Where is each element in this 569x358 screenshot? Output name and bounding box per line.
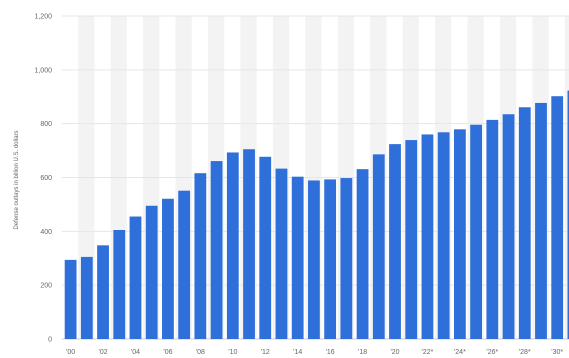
y-tick-label: 400 xyxy=(40,229,52,236)
x-tick-label: '16 xyxy=(326,349,335,356)
bar-2002[interactable] xyxy=(97,245,109,339)
bar-2001[interactable] xyxy=(80,256,93,339)
x-tick-label: '28* xyxy=(519,349,531,356)
bar-2005[interactable] xyxy=(145,205,158,339)
bar-2019[interactable] xyxy=(372,154,385,339)
bar-2024[interactable] xyxy=(453,129,466,339)
y-tick-label: 200 xyxy=(40,283,52,290)
y-axis-label: Defense outlays in billion U.S. dollars xyxy=(14,130,20,229)
bar-2028[interactable] xyxy=(518,107,531,339)
bar-2026[interactable] xyxy=(486,119,499,339)
x-tick-label: '00 xyxy=(66,349,75,356)
bar-2011[interactable] xyxy=(243,149,255,339)
bar-2007[interactable] xyxy=(178,190,191,339)
bar-2030[interactable] xyxy=(551,96,564,339)
bar-2027[interactable] xyxy=(502,114,515,339)
x-tick-label: '06 xyxy=(163,349,172,356)
bar-2009[interactable] xyxy=(210,161,223,339)
bar-2029[interactable] xyxy=(535,102,547,340)
y-tick-label: 1,200 xyxy=(34,14,52,21)
bar-2008[interactable] xyxy=(194,173,207,339)
bar-2022[interactable] xyxy=(421,134,434,339)
bar-2006[interactable] xyxy=(162,198,174,339)
bar-2017[interactable] xyxy=(340,178,353,339)
bar-2003[interactable] xyxy=(113,229,126,339)
bar-2031[interactable] xyxy=(567,90,569,339)
y-tick-label: 0 xyxy=(48,337,52,344)
x-tick-label: '24* xyxy=(454,349,466,356)
bar-2000[interactable] xyxy=(64,259,77,339)
bar-2025[interactable] xyxy=(470,124,483,339)
x-tick-label: '26* xyxy=(486,349,498,356)
bar-2004[interactable] xyxy=(129,216,142,339)
x-tick-label: '14 xyxy=(293,349,302,356)
y-tick-label: 1,000 xyxy=(34,67,52,74)
bar-2014[interactable] xyxy=(291,176,304,339)
x-tick-label: '08 xyxy=(196,349,205,356)
bar-2013[interactable] xyxy=(275,168,288,339)
bar-2012[interactable] xyxy=(259,156,272,339)
x-axis-ticks: '00 '02 '04 '06 '08 '10 '12 '14 '16 '18 '20 '22* '24… xyxy=(66,349,563,356)
bar-2018[interactable] xyxy=(356,169,369,339)
bar-2020[interactable] xyxy=(389,144,401,339)
bar-2021[interactable] xyxy=(405,140,418,339)
x-tick-label: '22* xyxy=(422,349,434,356)
bars xyxy=(64,90,569,340)
bar-2023[interactable] xyxy=(437,132,450,339)
y-tick-label: 600 xyxy=(40,175,52,182)
y-axis-ticks: 0 200 400 600 800 1,000 1,200 xyxy=(34,14,52,344)
x-tick-label: '12 xyxy=(261,349,270,356)
x-tick-label: '18 xyxy=(358,349,367,356)
bar-2016[interactable] xyxy=(324,179,337,339)
x-tick-label: '04 xyxy=(131,349,140,356)
x-tick-label: '20 xyxy=(390,349,399,356)
x-tick-label: '10 xyxy=(228,349,237,356)
bar-2015[interactable] xyxy=(308,180,320,339)
x-tick-label: '30* xyxy=(551,349,563,356)
x-tick-label: '02 xyxy=(98,349,107,356)
y-tick-label: 800 xyxy=(40,121,52,128)
bar-2010[interactable] xyxy=(226,152,239,339)
